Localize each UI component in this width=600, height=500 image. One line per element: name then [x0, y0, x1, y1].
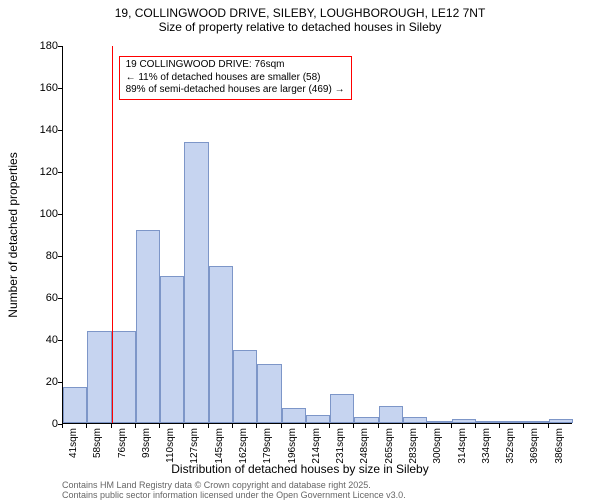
x-tick-label: 93sqm: [141, 428, 152, 478]
y-tick-mark: [58, 88, 62, 89]
y-tick-mark: [58, 340, 62, 341]
histogram-bar: [233, 350, 257, 424]
footer-line-2: Contains public sector information licen…: [62, 490, 406, 500]
callout-line: ← 11% of detached houses are smaller (58…: [126, 72, 345, 85]
y-tick-label: 180: [22, 40, 58, 52]
x-tick-mark: [451, 424, 452, 428]
x-tick-mark: [111, 424, 112, 428]
y-tick-mark: [58, 382, 62, 383]
x-tick-mark: [548, 424, 549, 428]
y-tick-mark: [58, 130, 62, 131]
histogram-bar: [476, 421, 500, 423]
y-tick-label: 20: [22, 376, 58, 388]
histogram-bar: [427, 421, 451, 423]
y-tick-mark: [58, 298, 62, 299]
x-tick-label: 386sqm: [554, 428, 565, 478]
y-tick-label: 40: [22, 334, 58, 346]
x-tick-label: 314sqm: [457, 428, 468, 478]
x-tick-mark: [62, 424, 63, 428]
histogram-bar: [524, 421, 548, 423]
x-tick-label: 214sqm: [311, 428, 322, 478]
x-tick-label: 231sqm: [335, 428, 346, 478]
histogram-bar: [63, 387, 87, 423]
x-tick-label: 179sqm: [262, 428, 273, 478]
y-tick-label: 60: [22, 292, 58, 304]
x-tick-mark: [329, 424, 330, 428]
y-tick-label: 100: [22, 208, 58, 220]
x-tick-label: 145sqm: [214, 428, 225, 478]
x-tick-label: 41sqm: [68, 428, 79, 478]
histogram-bar: [452, 419, 476, 423]
histogram-bar: [379, 406, 403, 423]
histogram-bar: [112, 331, 136, 423]
x-tick-mark: [159, 424, 160, 428]
x-tick-mark: [353, 424, 354, 428]
chart-title: 19, COLLINGWOOD DRIVE, SILEBY, LOUGHBORO…: [0, 0, 600, 20]
y-tick-label: 160: [22, 82, 58, 94]
histogram-bar: [184, 142, 208, 423]
y-tick-mark: [58, 46, 62, 47]
histogram-bar: [330, 394, 354, 423]
histogram-bar: [87, 331, 111, 423]
x-tick-label: 265sqm: [384, 428, 395, 478]
y-tick-mark: [58, 256, 62, 257]
y-tick-mark: [58, 172, 62, 173]
x-tick-mark: [183, 424, 184, 428]
x-tick-label: 248sqm: [359, 428, 370, 478]
x-tick-mark: [523, 424, 524, 428]
footer-line-1: Contains HM Land Registry data © Crown c…: [62, 480, 371, 490]
x-tick-mark: [135, 424, 136, 428]
callout-box: 19 COLLINGWOOD DRIVE: 76sqm← 11% of deta…: [119, 56, 352, 100]
x-tick-label: 127sqm: [189, 428, 200, 478]
x-tick-label: 76sqm: [117, 428, 128, 478]
x-tick-mark: [378, 424, 379, 428]
y-axis-label: Number of detached properties: [6, 152, 20, 317]
y-tick-label: 120: [22, 166, 58, 178]
callout-line: 89% of semi-detached houses are larger (…: [126, 84, 345, 97]
histogram-bar: [209, 266, 233, 424]
y-tick-label: 140: [22, 124, 58, 136]
callout-line: 19 COLLINGWOOD DRIVE: 76sqm: [126, 59, 345, 72]
y-tick-label: 80: [22, 250, 58, 262]
x-tick-label: 58sqm: [92, 428, 103, 478]
x-tick-mark: [426, 424, 427, 428]
x-tick-label: 196sqm: [287, 428, 298, 478]
x-tick-label: 369sqm: [529, 428, 540, 478]
x-tick-mark: [232, 424, 233, 428]
x-tick-mark: [402, 424, 403, 428]
histogram-bar: [282, 408, 306, 423]
chart-container: 19, COLLINGWOOD DRIVE, SILEBY, LOUGHBORO…: [0, 0, 600, 500]
plot-area: [62, 46, 572, 424]
x-tick-mark: [256, 424, 257, 428]
y-tick-label: 0: [22, 418, 58, 430]
histogram-bar: [403, 417, 427, 423]
y-tick-mark: [58, 214, 62, 215]
x-tick-label: 352sqm: [505, 428, 516, 478]
histogram-bar: [354, 417, 378, 423]
x-tick-label: 283sqm: [408, 428, 419, 478]
x-tick-label: 110sqm: [165, 428, 176, 478]
x-tick-mark: [86, 424, 87, 428]
x-tick-mark: [475, 424, 476, 428]
histogram-bar: [500, 421, 524, 423]
x-tick-mark: [281, 424, 282, 428]
histogram-bar: [160, 276, 184, 423]
x-tick-mark: [305, 424, 306, 428]
x-tick-label: 300sqm: [432, 428, 443, 478]
x-tick-label: 334sqm: [481, 428, 492, 478]
histogram-bar: [306, 415, 330, 423]
histogram-bar: [136, 230, 160, 423]
chart-subtitle: Size of property relative to detached ho…: [0, 20, 600, 34]
subject-marker-line: [112, 46, 113, 423]
histogram-bar: [257, 364, 281, 423]
bars-group: [63, 46, 572, 423]
x-tick-mark: [499, 424, 500, 428]
x-tick-mark: [208, 424, 209, 428]
x-tick-label: 162sqm: [238, 428, 249, 478]
histogram-bar: [549, 419, 573, 423]
